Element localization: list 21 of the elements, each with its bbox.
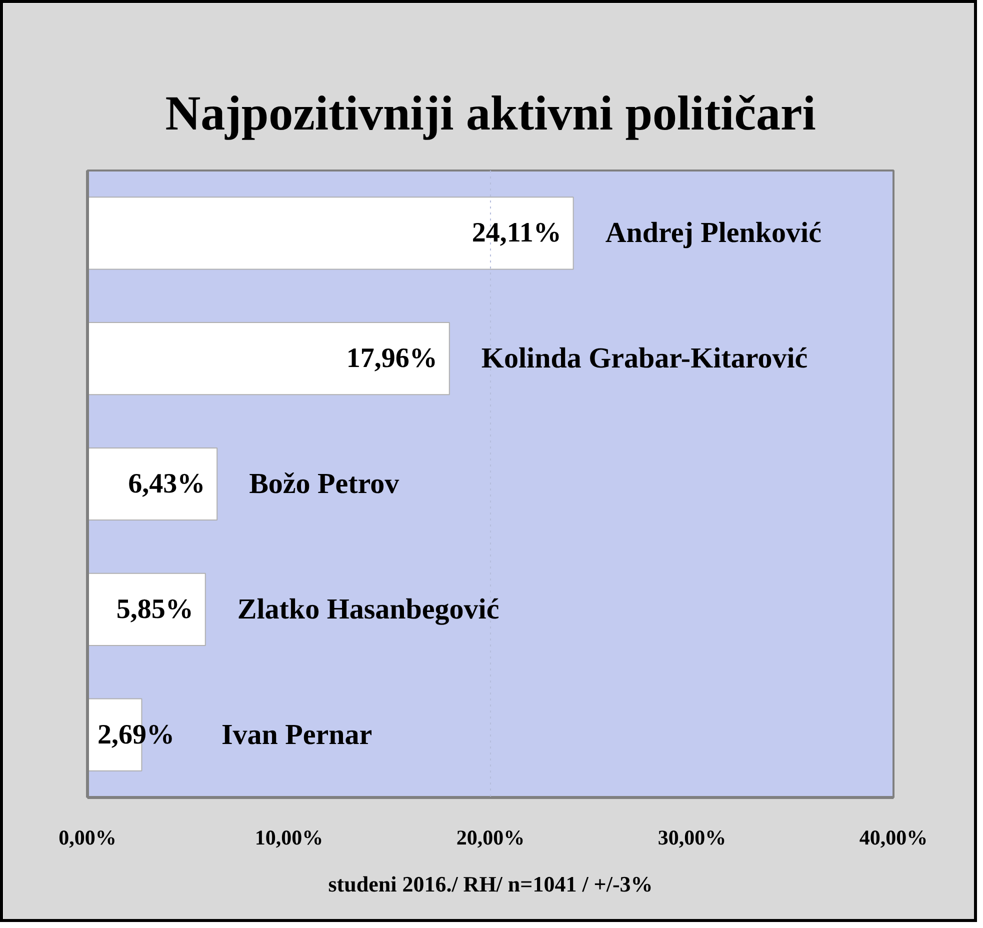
chart-title: Najpozitivniji aktivni političari xyxy=(165,86,816,140)
x-tick-label: 0,00% xyxy=(58,826,116,850)
bar xyxy=(88,196,574,270)
y-tick-label: Božo Petrov xyxy=(249,468,400,500)
text: studeni 2016./ RH/ n=1041 / +/-3% xyxy=(328,872,653,896)
data-label: 5,85% xyxy=(116,594,194,625)
data-label: 24,11% xyxy=(472,218,562,249)
x-tick-label: 30,00% xyxy=(658,826,726,850)
y-tick-label: Zlatko Hasanbegović xyxy=(237,593,500,626)
y-tick-label: Andrej Plenković xyxy=(605,217,822,250)
bar xyxy=(88,572,206,646)
x-tick-label: 10,00% xyxy=(254,826,324,850)
data-label: 17,96% xyxy=(346,343,438,374)
x-tick-label: 20,00% xyxy=(456,826,525,850)
y-tick-label: Kolinda Grabar-Kitarović xyxy=(481,342,808,375)
bar xyxy=(88,322,450,396)
y-tick-label: Ivan Pernar xyxy=(222,718,372,751)
x-tick-label: 40,00% xyxy=(859,826,928,850)
data-label: 6,43% xyxy=(128,468,206,500)
data-label: 2,69% xyxy=(98,719,174,750)
bar xyxy=(88,447,218,521)
